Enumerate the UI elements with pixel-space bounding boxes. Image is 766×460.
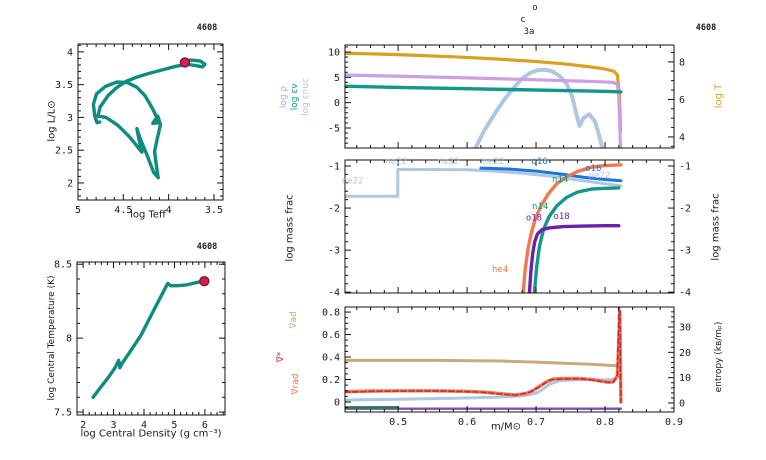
svg-text:0.9: 0.9	[665, 417, 683, 428]
svg-text:o18: o18	[526, 214, 542, 224]
svg-text:2: 2	[67, 178, 73, 189]
series-tc-rhoc-track	[91, 279, 206, 399]
svg-text:0: 0	[334, 397, 340, 408]
svg-text:2.5: 2.5	[55, 146, 73, 157]
svg-text:3.5: 3.5	[55, 80, 73, 91]
svg-text:-1: -1	[679, 162, 691, 173]
svg-text:5: 5	[171, 420, 177, 431]
svg-text:3.5: 3.5	[205, 205, 223, 216]
series-log-eps-nuc	[473, 67, 605, 148]
svg-text:0.4: 0.4	[322, 353, 340, 364]
svg-text:4: 4	[679, 132, 685, 143]
svg-text:4: 4	[166, 205, 172, 216]
svg-text:-2: -2	[328, 204, 340, 215]
svg-text:3: 3	[67, 113, 73, 124]
series-grad-rad	[345, 310, 623, 404]
series-entropy	[345, 373, 623, 402]
svg-text:-2: -2	[679, 204, 691, 215]
svg-text:10: 10	[328, 47, 340, 58]
profile-gradients-chart: 0.5 0.6 0.7 0.8 0.9 0 0.2 0.4 0.6 0.8 0 10 20 30	[322, 306, 691, 428]
svg-text:he4: he4	[492, 265, 508, 275]
svg-text:-3: -3	[679, 246, 691, 257]
svg-text:8: 8	[66, 334, 72, 345]
svg-text:0: 0	[334, 98, 340, 109]
svg-text:o16: o16	[531, 157, 547, 167]
series-log-rho	[345, 73, 623, 148]
svg-text:0.7: 0.7	[527, 417, 545, 428]
svg-text:30: 30	[679, 323, 691, 334]
series-log-t	[345, 51, 623, 133]
profile-structure-axes-box	[344, 44, 675, 149]
svg-text:4: 4	[67, 47, 73, 58]
svg-text:2: 2	[80, 420, 86, 431]
hr-diagram-chart: 5 4.5 4 3.5 2 2.5 3 3.5 4	[55, 43, 224, 216]
svg-text:20: 20	[679, 348, 691, 359]
svg-text:6: 6	[202, 420, 208, 431]
profile-abundances-axes-box	[344, 159, 675, 294]
series-he4	[521, 163, 623, 293]
svg-text:4: 4	[141, 420, 147, 431]
svg-text:n14: n14	[552, 175, 568, 185]
profile-structure-chart: -5 0 5 10 4 6 8	[328, 44, 685, 149]
svg-text:5: 5	[75, 205, 81, 216]
svg-text:-4: -4	[328, 288, 340, 299]
series-evolution-track	[91, 58, 207, 180]
current-model-marker	[179, 57, 191, 68]
series-n14	[532, 186, 621, 293]
series-grad-star	[345, 307, 622, 403]
svg-text:0.5: 0.5	[389, 417, 407, 428]
current-model-marker	[199, 276, 210, 287]
svg-text:6: 6	[679, 95, 685, 106]
series-ne22	[345, 167, 623, 198]
series-log-eps-nu	[345, 84, 623, 94]
svg-text:3: 3	[111, 420, 117, 431]
svg-text:ne22: ne22	[589, 171, 611, 181]
svg-text:0.6: 0.6	[322, 330, 340, 341]
tc-rhoc-chart: 2 3 4 5 6 7.5 8 8.5	[54, 260, 226, 431]
svg-text:8: 8	[679, 57, 685, 68]
profile-gradients-axes-box	[344, 306, 675, 413]
svg-text:8.5: 8.5	[54, 260, 72, 271]
series-o18	[527, 223, 621, 293]
svg-text:-5: -5	[328, 123, 340, 134]
svg-text:5: 5	[334, 73, 340, 84]
svg-text:0.8: 0.8	[322, 308, 340, 319]
series-o16	[479, 166, 623, 183]
series-grad-ad	[345, 358, 623, 368]
svg-text:-1: -1	[328, 162, 340, 173]
svg-text:o16: o16	[585, 164, 601, 174]
svg-text:o18: o18	[553, 212, 569, 222]
svg-text:4.5: 4.5	[114, 205, 132, 216]
svg-text:10: 10	[679, 373, 691, 384]
svg-text:0.8: 0.8	[596, 417, 614, 428]
svg-text:0.6: 0.6	[458, 417, 476, 428]
svg-text:ne22: ne22	[385, 157, 407, 167]
svg-text:0.2: 0.2	[322, 375, 340, 386]
svg-text:-3: -3	[328, 246, 340, 257]
svg-text:0: 0	[679, 399, 685, 410]
svg-text:7.5: 7.5	[54, 408, 72, 419]
svg-text:ne22: ne22	[482, 157, 504, 167]
svg-text:-4: -4	[679, 288, 691, 299]
svg-text:n14: n14	[532, 202, 548, 212]
svg-text:ne22: ne22	[342, 177, 364, 187]
svg-text:ne22: ne22	[438, 157, 460, 167]
